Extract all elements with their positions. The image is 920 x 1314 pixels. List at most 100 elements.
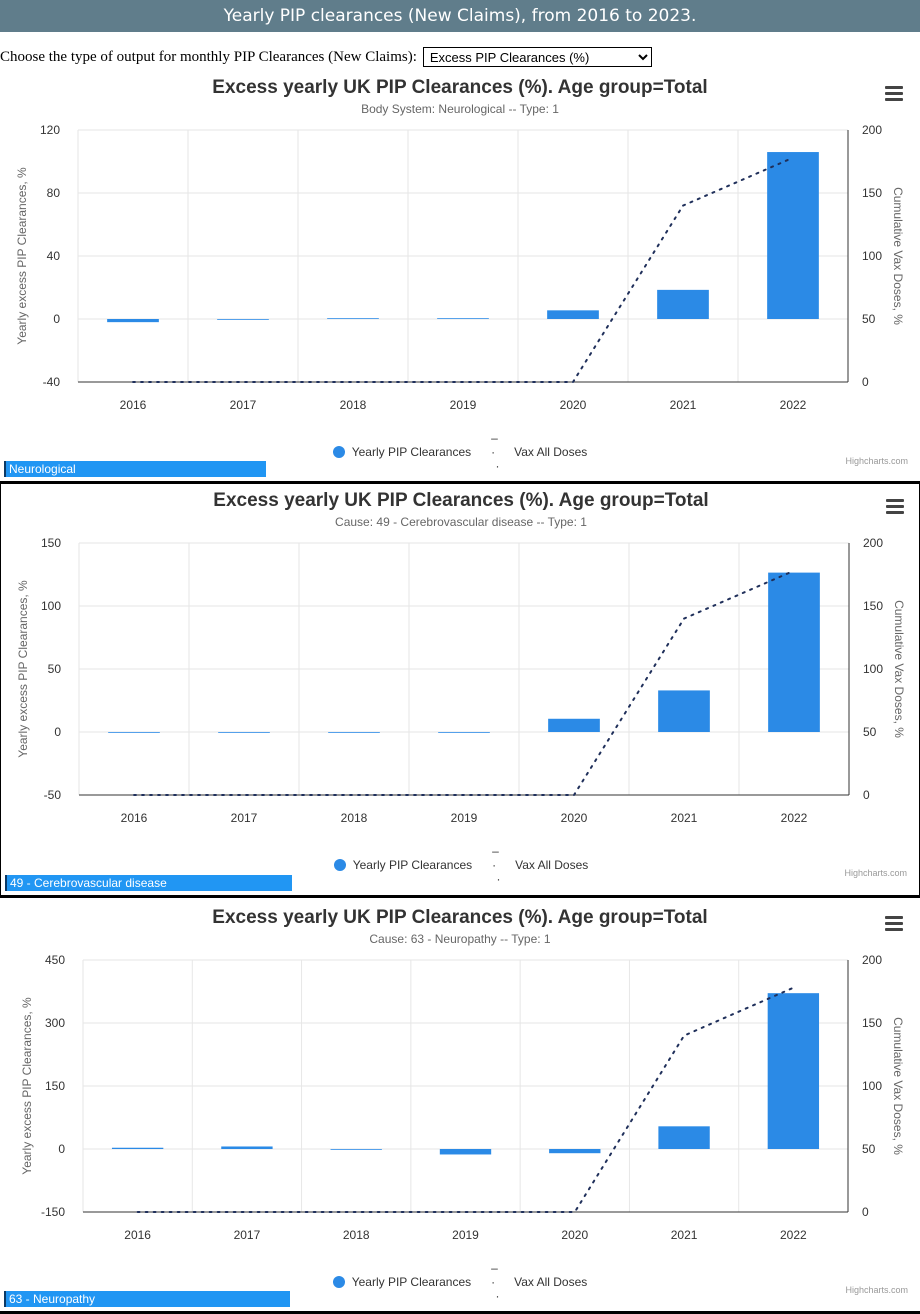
y-tick-label: 40 <box>47 249 61 263</box>
legend-label: Vax All Doses <box>514 1275 588 1289</box>
panel-divider <box>0 1311 920 1314</box>
legend-item-bars[interactable]: Yearly PIP Clearances <box>332 445 472 459</box>
y-tick-label: 80 <box>47 186 61 200</box>
y-tick-label: 120 <box>40 123 60 137</box>
hamburger-menu-icon[interactable] <box>885 86 903 102</box>
x-tick-label: 2022 <box>780 1228 807 1242</box>
x-tick-label: 2020 <box>561 811 588 825</box>
bar <box>107 319 159 323</box>
bar <box>221 1146 273 1149</box>
bar <box>438 732 490 733</box>
y2-tick-label: 0 <box>862 1205 869 1219</box>
x-tick-label: 2019 <box>450 398 477 412</box>
output-type-control: Choose the type of output for monthly PI… <box>0 46 652 68</box>
x-tick-label: 2021 <box>671 811 698 825</box>
y2-tick-label: 100 <box>863 662 883 676</box>
output-type-select[interactable]: Excess PIP Clearances (%) <box>422 47 652 67</box>
y2-tick-label: 150 <box>862 1016 882 1030</box>
bar <box>658 1126 710 1149</box>
x-tick-label: 2021 <box>670 398 697 412</box>
x-tick-label: 2019 <box>452 1228 479 1242</box>
chart-legend: Yearly PIP Clearances – · · Vax All Doses <box>0 1261 920 1303</box>
hamburger-menu-icon[interactable] <box>886 499 904 515</box>
y-tick-label: 0 <box>53 312 60 326</box>
x-tick-label: 2018 <box>340 398 367 412</box>
legend-label: Yearly PIP Clearances <box>351 445 472 459</box>
y2-tick-label: 150 <box>863 599 883 613</box>
bar <box>111 1147 164 1149</box>
y2-tick-label: 200 <box>862 953 882 967</box>
legend-dotted-line-icon: – · · <box>491 431 501 473</box>
bar <box>549 1149 601 1154</box>
credits-link[interactable]: Highcharts.com <box>845 456 908 466</box>
chart-panel-2: Excess yearly UK PIP Clearances (%). Age… <box>0 484 920 895</box>
legend-bar-icon <box>332 446 345 458</box>
y-tick-label: 0 <box>58 1142 65 1156</box>
y2-axis-title: Cumulative Vax Doses, % <box>891 1017 905 1155</box>
bar <box>328 732 380 733</box>
chart-plot: 120 80 40 0 -40 200 150 100 50 0 2016 2017 2018 2019 2… <box>15 123 905 412</box>
legend-item-vax[interactable]: – · · Vax All Doses <box>492 844 588 886</box>
y-tick-label: 150 <box>41 536 61 550</box>
x-tick-label: 2016 <box>120 398 147 412</box>
x-tick-label: 2016 <box>121 811 148 825</box>
bar <box>327 318 379 320</box>
x-tick-label: 2017 <box>234 1228 261 1242</box>
y2-tick-label: 0 <box>862 375 869 389</box>
y2-tick-label: 50 <box>862 312 876 326</box>
legend-label: Vax All Doses <box>514 445 588 459</box>
legend-bar-icon <box>332 1276 345 1288</box>
chart-panel-3: Excess yearly UK PIP Clearances (%). Age… <box>0 898 920 1311</box>
page-banner: Yearly PIP clearances (New Claims), from… <box>0 0 920 32</box>
legend-dotted-line-icon: – · · <box>491 1261 501 1303</box>
panel-divider <box>0 481 920 484</box>
y-tick-label: 150 <box>45 1079 65 1093</box>
y-tick-label: 100 <box>41 599 61 613</box>
y2-tick-label: 0 <box>863 788 870 802</box>
x-tick-label: 2017 <box>231 811 258 825</box>
x-tick-label: 2018 <box>343 1228 370 1242</box>
legend-dotted-line-icon: – · · <box>492 844 502 886</box>
legend-item-bars[interactable]: Yearly PIP Clearances <box>332 1275 472 1289</box>
legend-item-vax[interactable]: – · · Vax All Doses <box>491 1261 587 1303</box>
legend-item-bars[interactable]: Yearly PIP Clearances <box>333 858 473 872</box>
chart-tag: 63 - Neuropathy <box>4 1291 290 1307</box>
chart-title: Excess yearly UK PIP Clearances (%). Age… <box>212 907 708 928</box>
legend-label: Yearly PIP Clearances <box>352 858 473 872</box>
bar <box>658 690 710 732</box>
x-tick-label: 2022 <box>780 398 807 412</box>
x-tick-label: 2022 <box>781 811 808 825</box>
bar <box>217 319 269 320</box>
chart-subtitle: Body System: Neurological -- Type: 1 <box>361 102 559 116</box>
bar <box>767 993 820 1149</box>
legend-label: Yearly PIP Clearances <box>351 1275 472 1289</box>
vax-line <box>133 569 795 796</box>
x-tick-label: 2020 <box>560 398 587 412</box>
chart-title: Excess yearly UK PIP Clearances (%). Age… <box>213 490 709 511</box>
bar <box>439 1149 492 1155</box>
legend-label: Vax All Doses <box>515 858 589 872</box>
x-tick-label: 2020 <box>561 1228 588 1242</box>
hamburger-menu-icon[interactable] <box>885 916 903 932</box>
y-tick-label: 300 <box>45 1016 65 1030</box>
bar <box>108 732 160 733</box>
output-type-label: Choose the type of output for monthly PI… <box>0 48 417 65</box>
y2-tick-label: 50 <box>863 725 877 739</box>
y-tick-label: 450 <box>45 953 65 967</box>
legend-item-vax[interactable]: – · · Vax All Doses <box>491 431 587 473</box>
credits-link[interactable]: Highcharts.com <box>845 1285 908 1295</box>
chart-legend: Yearly PIP Clearances – · · Vax All Doses <box>1 844 920 886</box>
credits-link[interactable]: Highcharts.com <box>844 868 907 878</box>
y2-tick-label: 200 <box>862 123 882 137</box>
y-tick-label: -50 <box>44 788 62 802</box>
bar <box>547 310 599 319</box>
vax-line <box>136 986 795 1213</box>
y-axis-title: Yearly excess PIP Clearances, % <box>16 580 30 758</box>
bar <box>218 732 270 733</box>
chart-tag: 49 - Cerebrovascular disease <box>5 875 292 891</box>
y2-tick-label: 200 <box>863 536 883 550</box>
chart-subtitle: Cause: 49 - Cerebrovascular disease -- T… <box>335 515 587 529</box>
chart-plot: 450 300 150 0 -150 200 150 100 50 0 2016 2017 2018 20… <box>20 953 905 1242</box>
x-tick-label: 2016 <box>124 1228 151 1242</box>
bar <box>330 1149 382 1150</box>
